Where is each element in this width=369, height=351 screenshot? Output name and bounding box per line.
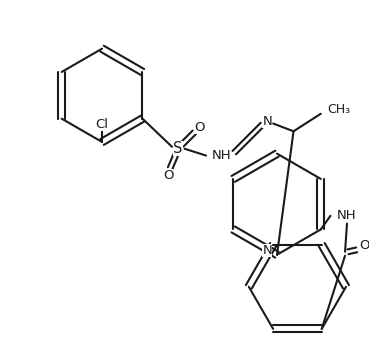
Text: CH₃: CH₃ xyxy=(328,104,351,117)
Text: S: S xyxy=(173,141,183,156)
Text: O: O xyxy=(360,239,369,252)
Text: Cl: Cl xyxy=(96,118,108,131)
Text: N: N xyxy=(262,115,272,128)
Text: NH: NH xyxy=(212,149,231,162)
Text: O: O xyxy=(163,170,173,183)
Text: NH: NH xyxy=(337,209,357,222)
Text: N: N xyxy=(262,244,272,257)
Text: O: O xyxy=(194,121,204,134)
